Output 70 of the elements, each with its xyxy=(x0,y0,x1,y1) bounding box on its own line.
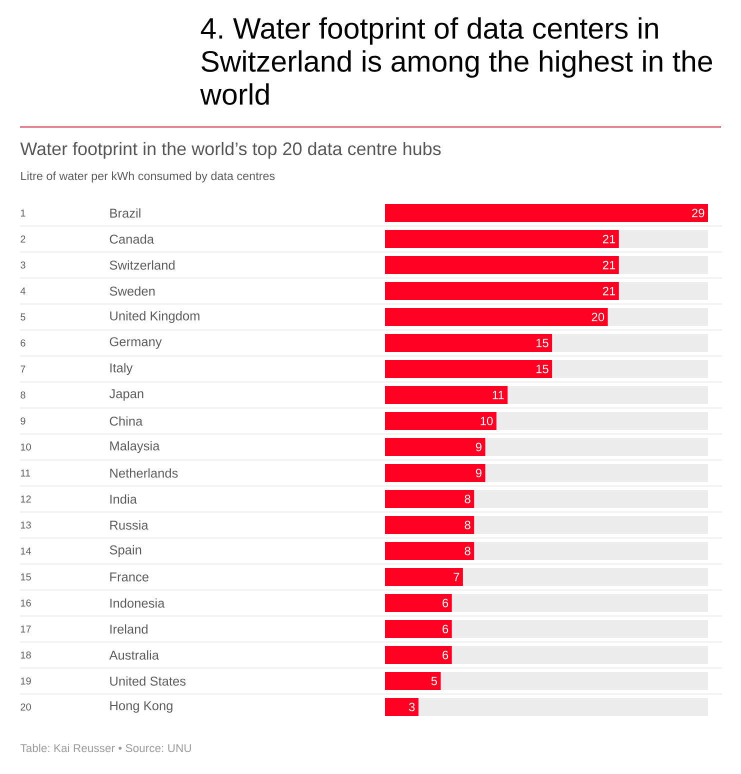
data-label: 9 xyxy=(476,442,482,452)
y-tick-label: China xyxy=(110,416,143,426)
data-label: 8 xyxy=(464,494,470,504)
text: 2 xyxy=(20,236,26,243)
data-label: 6 xyxy=(442,650,448,660)
text: 19 xyxy=(20,677,31,685)
text: 20 xyxy=(20,703,31,711)
text: 9 xyxy=(20,417,26,425)
data-label: 5 xyxy=(431,676,437,686)
y-tick-label: Switzerland xyxy=(110,260,175,270)
data-label: 11 xyxy=(492,390,504,400)
data-label: 3 xyxy=(408,702,415,712)
y-tick-label: Sweden xyxy=(110,286,155,296)
data-label: 29 xyxy=(692,208,704,218)
data-label: 9 xyxy=(476,468,482,478)
data-label: 8 xyxy=(464,520,470,530)
text: 8 xyxy=(20,391,26,399)
data-label: 21 xyxy=(602,260,616,270)
y-tick-label: Ireland xyxy=(110,624,148,634)
text: 15 xyxy=(20,574,31,580)
y-tick-label: Russia xyxy=(110,520,148,530)
bar xyxy=(384,568,463,586)
y-tick-label: Australia xyxy=(109,650,159,660)
text: 10 xyxy=(20,443,31,451)
y-tick-label: France xyxy=(110,572,148,582)
x-axis-title: Litre of water per kWh consumed by data centres xyxy=(21,172,275,182)
text: Table: Kai Reusser • Source: UNU xyxy=(20,744,191,752)
text: Water footprint in the world’s top 20 data centre hubs xyxy=(20,142,441,159)
chart-title: 4. Water footprint of data centers in Switzerland is among the highest in the world xyxy=(200,17,712,105)
text: 12 xyxy=(20,496,31,502)
data-label: 21 xyxy=(602,286,616,296)
text: 3 xyxy=(20,261,26,269)
text: 5 xyxy=(20,314,26,320)
data-label: 10 xyxy=(480,416,493,426)
data-label: 15 xyxy=(536,364,548,374)
y-tick-label: Hong Kong xyxy=(110,701,172,713)
text: 11 xyxy=(20,470,30,476)
y-tick-label: Canada xyxy=(110,234,154,244)
y-tick-label: Spain xyxy=(110,545,142,557)
text: 13 xyxy=(20,521,31,529)
y-tick-label: United Kingdom xyxy=(110,311,200,323)
data-label: 20 xyxy=(592,312,604,322)
text: 4 xyxy=(20,288,26,294)
data-label: 8 xyxy=(464,546,470,556)
y-tick-label: Brazil xyxy=(110,208,140,218)
y-tick-label: India xyxy=(110,494,137,504)
text: 6 xyxy=(20,339,26,347)
bar xyxy=(384,672,441,690)
data-label: 6 xyxy=(442,624,448,634)
y-tick-label: Indonesia xyxy=(110,598,165,608)
y-tick-label: Italy xyxy=(110,363,133,375)
y-tick-label: United States xyxy=(110,676,186,686)
bar xyxy=(384,620,452,638)
data-label: 6 xyxy=(442,598,448,608)
text: 1 xyxy=(20,210,26,216)
text: 17 xyxy=(20,626,31,632)
y-tick-label: Japan xyxy=(109,389,144,401)
bar xyxy=(384,594,452,612)
data-label: 21 xyxy=(602,234,616,244)
bar xyxy=(384,698,418,716)
y-tick-label: Netherlands xyxy=(110,468,178,478)
text: 18 xyxy=(20,651,31,659)
bar xyxy=(384,646,452,664)
text: 7 xyxy=(20,366,26,372)
data-label: 7 xyxy=(454,572,460,582)
text: 14 xyxy=(20,548,32,554)
y-tick-label: Germany xyxy=(110,337,162,349)
y-tick-label: Malaysia xyxy=(110,441,160,453)
data-label: 15 xyxy=(536,338,548,348)
text: 16 xyxy=(20,599,31,607)
